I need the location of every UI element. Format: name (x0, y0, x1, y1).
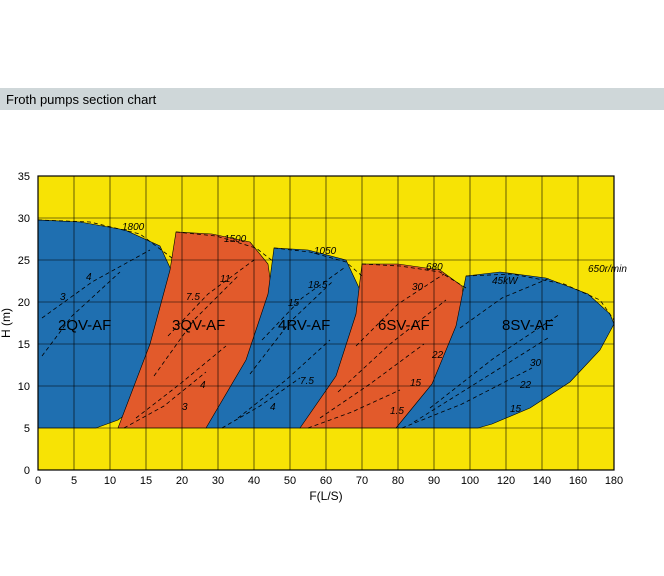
power-label: 30 (412, 282, 424, 293)
x-tick: 15 (140, 475, 152, 487)
x-tick: 60 (320, 475, 332, 487)
power-label: 3 (60, 292, 66, 303)
y-axis-label: H (m) (0, 308, 13, 338)
x-tick: 100 (461, 475, 479, 487)
power-label: 4 (200, 380, 206, 391)
x-axis-label: F(L/S) (309, 489, 342, 503)
region-label-4RV-AF: 4RV-AF (278, 317, 330, 334)
power-label: 22 (519, 380, 532, 391)
power-label: 4 (86, 272, 92, 283)
speed-label: 680 (426, 262, 443, 273)
x-tick: 50 (284, 475, 296, 487)
y-tick: 25 (18, 255, 30, 267)
power-label: 30 (530, 358, 542, 369)
x-tick: 30 (212, 475, 224, 487)
speed-label: 1500 (224, 234, 247, 245)
power-label: 15 (510, 404, 522, 415)
x-tick: 10 (104, 475, 116, 487)
region-label-6SV-AF: 6SV-AF (378, 317, 430, 334)
y-tick: 15 (18, 339, 30, 351)
y-tick: 35 (18, 171, 30, 183)
y-tick: 0 (24, 465, 30, 477)
power-label: 15 (410, 378, 422, 389)
y-tick: 30 (18, 213, 30, 225)
power-label: 45kW (492, 276, 519, 287)
x-tick: 80 (392, 475, 404, 487)
x-tick: 140 (533, 475, 551, 487)
x-tick: 40 (248, 475, 260, 487)
page-title: Froth pumps section chart (6, 92, 156, 107)
power-label: 4 (270, 402, 276, 413)
y-tick: 20 (18, 297, 30, 309)
y-tick: 10 (18, 381, 30, 393)
power-label: 15 (288, 298, 300, 309)
power-label: 3 (182, 402, 188, 413)
power-label: 1.5 (390, 406, 404, 417)
x-tick: 20 (176, 475, 188, 487)
power-label: 7.5 (300, 376, 314, 387)
x-tick: 120 (497, 475, 515, 487)
y-tick: 5 (24, 423, 30, 435)
power-label: 11 (220, 274, 230, 285)
power-label: 22 (431, 350, 444, 361)
speed-label: 1050 (314, 246, 337, 257)
power-label: 18.5 (308, 280, 328, 291)
pump-chart: 180015001050680650r/min43117.54318.5157.… (0, 160, 664, 520)
x-tick: 160 (569, 475, 587, 487)
power-label: 7.5 (186, 292, 200, 303)
x-tick: 70 (356, 475, 368, 487)
region-label-8SV-AF: 8SV-AF (502, 317, 554, 334)
speed-label: 1800 (122, 222, 145, 233)
x-tick: 180 (605, 475, 623, 487)
region-label-3QV-AF: 3QV-AF (172, 317, 225, 334)
x-tick: 0 (35, 475, 41, 487)
title-bar: Froth pumps section chart (0, 88, 664, 110)
chart-svg: 180015001050680650r/min43117.54318.5157.… (0, 160, 664, 520)
x-tick: 90 (428, 475, 440, 487)
speed-label: 650r/min (588, 264, 627, 275)
region-label-2QV-AF: 2QV-AF (58, 317, 111, 334)
x-tick: 5 (71, 475, 77, 487)
